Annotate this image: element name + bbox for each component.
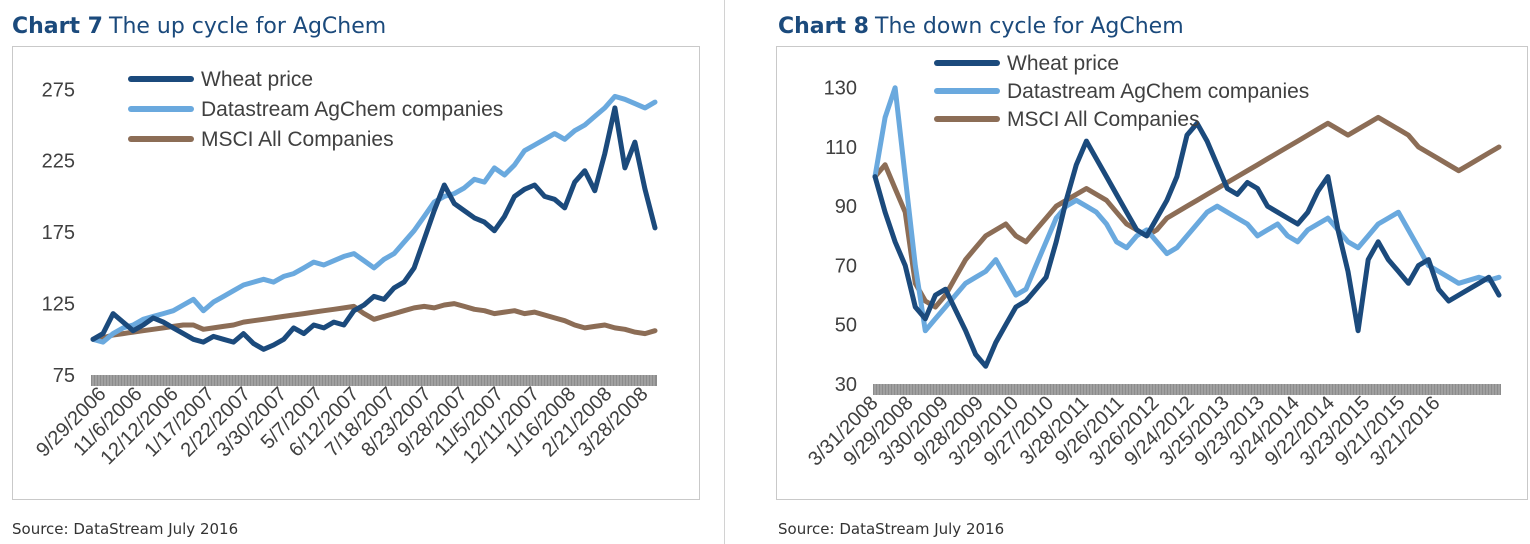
- x-axis-band: [91, 375, 657, 386]
- y-tick-label: 50: [835, 315, 857, 337]
- series-line-wheat-price: [872, 120, 1502, 369]
- legend-label: MSCI All Companies: [1007, 108, 1200, 131]
- y-tick-label: 75: [53, 365, 75, 387]
- chart-7-plot-frame: 75 125 175 225 275 9/29/2006 11/6/2006 12/12/20…: [12, 46, 700, 500]
- chart-7-title-text: The up cycle for AgChem: [109, 14, 387, 39]
- y-tick-label: 225: [42, 151, 75, 173]
- y-tick-label: 175: [42, 222, 75, 244]
- y-tick-label: 30: [835, 374, 857, 396]
- chart-8-svg: 305070901101303/31/20089/29/20083/30/200…: [804, 52, 1502, 470]
- series-line-msci-all-companies: [872, 114, 1502, 310]
- series-line-datastream-agchem-companies: [872, 85, 1502, 334]
- chart-7-label: Chart 7: [12, 14, 103, 39]
- y-tick-label: 125: [42, 294, 75, 316]
- panel-divider: [724, 0, 725, 544]
- y-tick-label: 275: [42, 79, 75, 101]
- chart-8-panel: Chart 8 The down cycle for AgChem 30 50 70 9…: [766, 0, 1530, 544]
- chart-7-source: Source: DataStream July 2016: [12, 520, 239, 538]
- chart-7-panel: Chart 7 The up cycle for AgChem 75 125 175 2…: [0, 0, 724, 544]
- series-line-wheat-price: [90, 105, 658, 352]
- series-line-datastream-agchem-companies: [90, 93, 658, 345]
- legend-label: Datastream AgChem companies: [201, 98, 503, 121]
- legend-label: Wheat price: [1007, 52, 1119, 75]
- y-tick-label: 110: [825, 137, 857, 159]
- chart-7-svg: 751251752252759/29/200611/6/200612/12/20…: [32, 68, 658, 469]
- legend-label: Datastream AgChem companies: [1007, 80, 1309, 103]
- chart-8-title-text: The down cycle for AgChem: [875, 14, 1184, 39]
- y-tick-label: 130: [824, 78, 857, 100]
- chart-8-plot-frame: 30 50 70 90 110 130 3/31/2008 9/29/2008 3/30/200…: [776, 46, 1528, 500]
- legend-label: MSCI All Companies: [201, 128, 394, 151]
- y-tick-label: 70: [835, 255, 857, 277]
- chart-8-source: Source: DataStream July 2016: [778, 520, 1005, 538]
- y-tick-label: 90: [835, 196, 857, 218]
- chart-8-label: Chart 8: [778, 14, 869, 39]
- series-line-msci-all-companies: [90, 301, 658, 342]
- chart-8-title: Chart 8 The down cycle for AgChem: [778, 14, 1184, 39]
- chart-7-title: Chart 7 The up cycle for AgChem: [12, 14, 386, 39]
- legend-label: Wheat price: [201, 68, 313, 91]
